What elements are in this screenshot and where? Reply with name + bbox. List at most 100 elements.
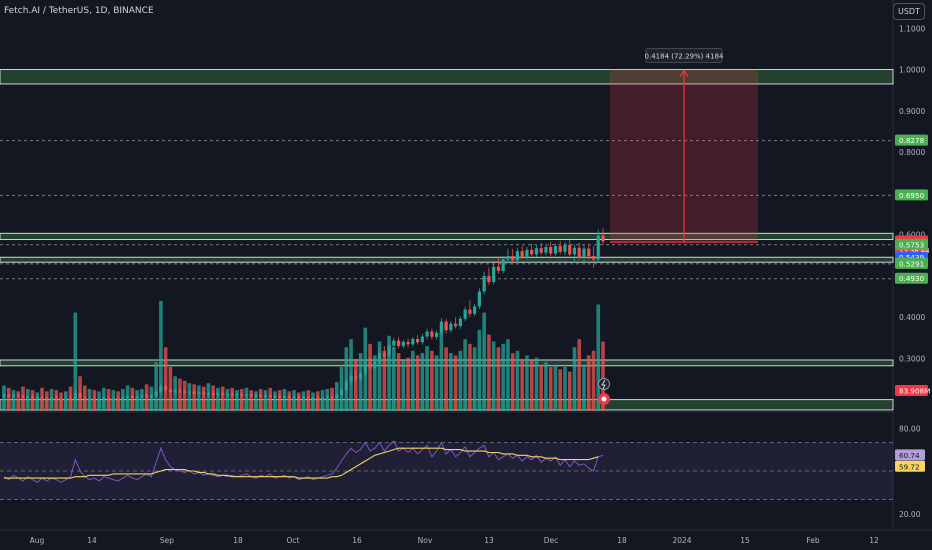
candle — [263, 394, 268, 399]
candle — [301, 395, 306, 401]
candle-body — [287, 396, 291, 398]
price-badge-bg-5 — [895, 257, 928, 269]
candle — [206, 391, 211, 397]
price-tick-5: 0.4000 — [899, 313, 925, 322]
volume-bar — [458, 350, 463, 411]
candle — [30, 394, 35, 399]
chart-title: Fetch.AI / TetherUS, 1D, BINANCE — [4, 6, 154, 16]
candle — [111, 397, 115, 402]
volume-bar — [487, 334, 491, 411]
projection-label: 0.4184 (72.29%) 4184 — [645, 53, 724, 61]
price-badge-bg-6 — [895, 272, 928, 284]
candle-body — [211, 393, 215, 395]
candle — [525, 246, 529, 260]
alert-icon — [598, 378, 610, 390]
candle-body — [83, 397, 87, 401]
volume-bar — [258, 389, 263, 411]
candle — [591, 246, 596, 268]
candle-body — [263, 395, 268, 397]
candle-body — [363, 363, 367, 374]
candle-body — [2, 394, 6, 397]
volume-bar — [558, 369, 563, 411]
price-badge-bg-3 — [895, 238, 928, 250]
candle-body — [339, 389, 344, 395]
candle — [121, 396, 125, 401]
volume-bar — [230, 387, 234, 411]
volume-bar — [249, 390, 254, 411]
candle-body — [506, 256, 510, 260]
candle — [159, 383, 163, 394]
volume-bar — [548, 367, 553, 411]
candle — [87, 397, 92, 403]
candle — [26, 395, 30, 400]
candle-body — [187, 391, 192, 393]
candle — [230, 391, 234, 397]
candle-body — [21, 395, 25, 398]
volume-bar — [411, 350, 415, 411]
candle-body — [26, 396, 30, 398]
candle — [297, 394, 301, 400]
candle-body — [278, 395, 282, 398]
time-tick-13: 12 — [869, 536, 879, 545]
candle — [482, 271, 486, 295]
candle-body — [140, 395, 144, 397]
candle — [553, 243, 558, 257]
candle — [164, 384, 168, 393]
volume-bar — [244, 387, 249, 411]
candle-body — [492, 266, 496, 283]
time-tick-8: Dec — [544, 536, 559, 545]
candle-body — [487, 275, 491, 283]
candle-body — [544, 246, 548, 253]
candle — [92, 396, 96, 401]
candle-body — [206, 393, 211, 395]
volume-bar — [601, 341, 605, 411]
volume-bar — [301, 391, 306, 411]
candle — [149, 394, 153, 400]
time-tick-7: 13 — [484, 536, 494, 545]
candle-body — [45, 397, 49, 400]
candle — [463, 306, 467, 322]
candle — [216, 392, 220, 397]
candle — [325, 395, 329, 401]
price-tick-0: 1.1000 — [899, 24, 925, 33]
time-tick-0: Aug — [30, 536, 45, 545]
candle — [106, 396, 111, 401]
volume-bar — [434, 355, 439, 411]
candle-body — [7, 394, 11, 397]
candle-body — [106, 397, 111, 400]
volume-bar — [154, 362, 158, 411]
candle — [549, 241, 553, 257]
volume-bar — [477, 329, 482, 411]
candle-body — [601, 235, 605, 242]
candle-body — [97, 399, 101, 401]
candle — [54, 395, 58, 401]
candle-body — [235, 394, 239, 396]
volume-bar — [211, 385, 215, 411]
price-badge-1: 0.6950 — [899, 191, 925, 200]
candle-body — [30, 396, 35, 399]
candle-body — [135, 396, 139, 398]
candle-body — [292, 396, 296, 398]
candle-body — [511, 256, 515, 261]
volume-bar — [292, 390, 296, 411]
candle-body — [330, 396, 334, 399]
candle — [596, 229, 600, 261]
candle-body — [501, 259, 505, 271]
volume-bar — [220, 386, 225, 411]
volume-bar — [197, 385, 201, 411]
lightning-icon — [601, 379, 606, 390]
volume-bar — [35, 392, 40, 411]
candle — [202, 390, 206, 396]
projection-arrow-head — [679, 69, 689, 77]
candle — [7, 393, 11, 398]
volume-bar — [586, 355, 591, 411]
candle-body — [344, 381, 348, 390]
time-tick-1: 14 — [87, 536, 97, 545]
candle-body — [49, 397, 54, 400]
candle — [178, 388, 182, 394]
candle — [173, 388, 177, 395]
candle — [78, 391, 82, 400]
candle-body — [596, 235, 600, 260]
candle-body — [311, 397, 315, 399]
